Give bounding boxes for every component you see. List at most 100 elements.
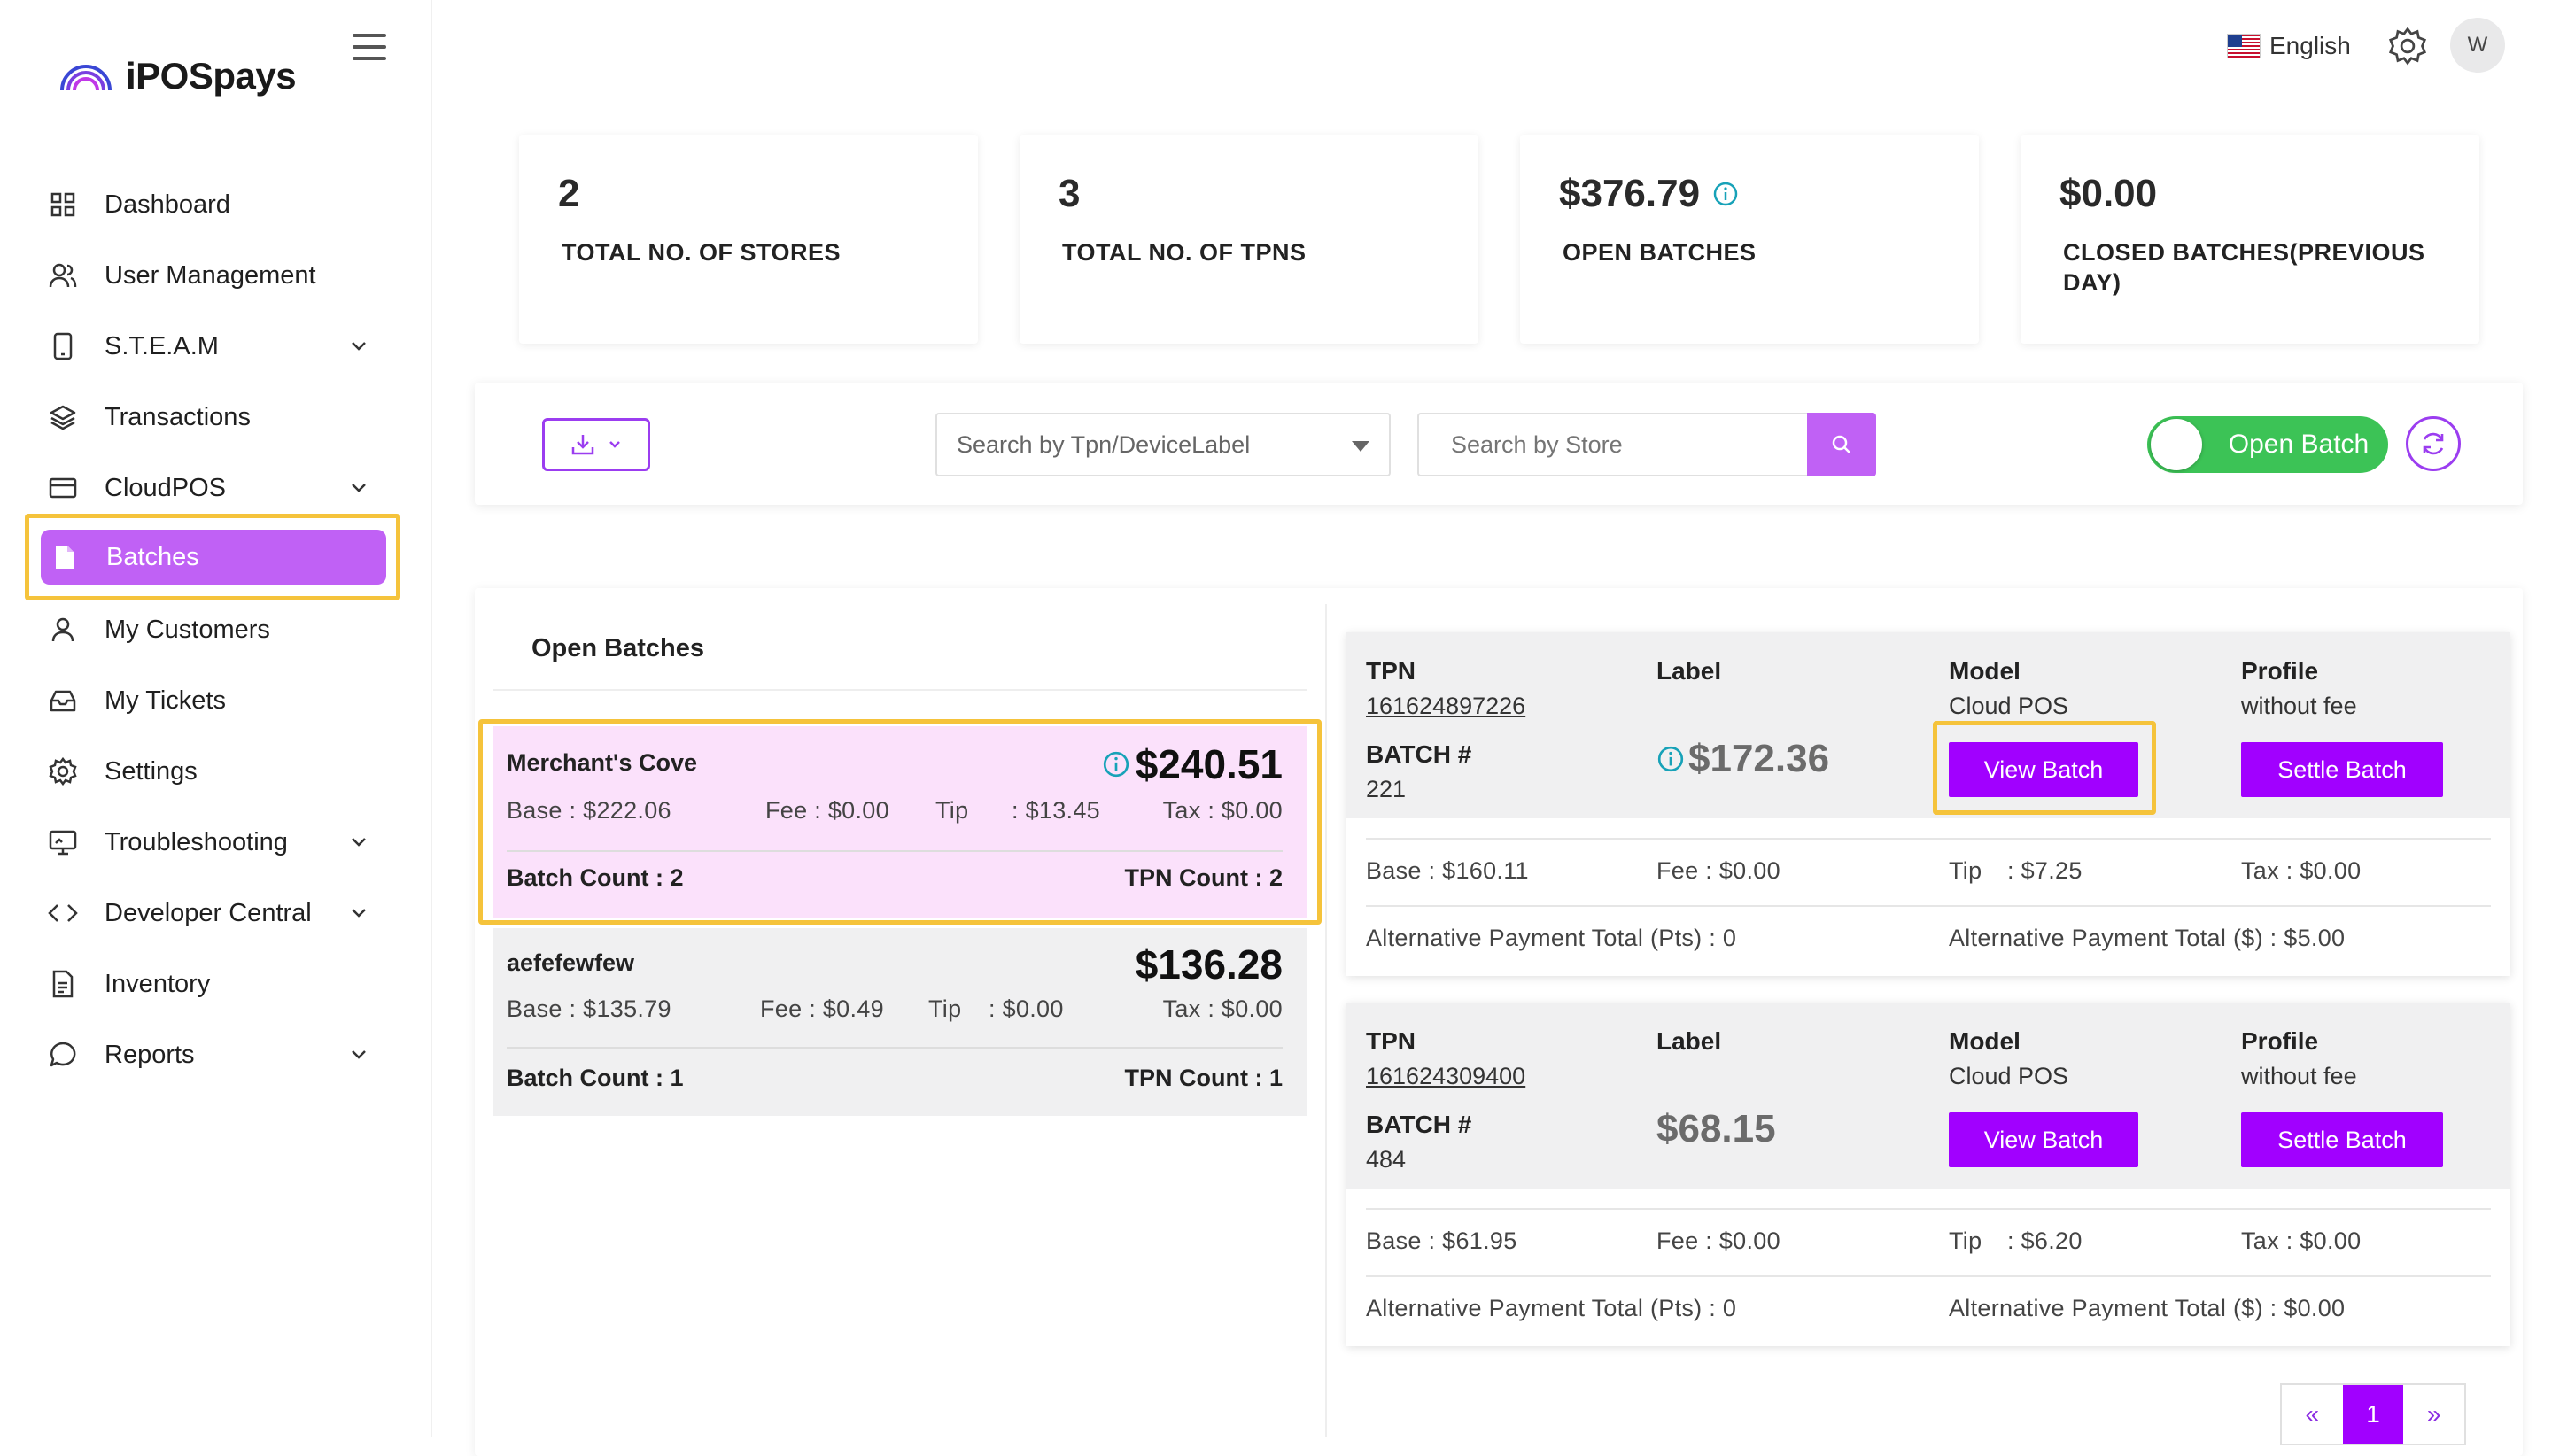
sidebar-item-label: Settings xyxy=(105,756,198,786)
sidebar-item-my-customers[interactable]: My Customers xyxy=(39,602,384,657)
tpn-heading: TPN xyxy=(1366,1027,1416,1055)
model-value: Cloud POS xyxy=(1949,693,2069,719)
info-icon[interactable] xyxy=(1102,750,1130,778)
tax-amount: Tax : $0.00 xyxy=(1162,797,1283,824)
stat-label: TOTAL NO. OF TPNS xyxy=(1062,239,1307,266)
alt-payment-usd: Alternative Payment Total ($) : $0.00 xyxy=(1949,1295,2346,1321)
highlight-selected-store xyxy=(478,719,1322,925)
sidebar-item-steam[interactable]: S.T.E.A.M xyxy=(39,319,384,374)
stat-value: $0.00 xyxy=(2059,172,2158,215)
store-batch-card-selected[interactable]: Merchant's Cove $240.51 Base : $222.06 F… xyxy=(493,726,1307,918)
view-batch-button[interactable]: View Batch xyxy=(1949,742,2138,797)
chevron-down-icon[interactable] xyxy=(345,900,372,926)
store-name: Merchant's Cove xyxy=(507,749,697,776)
tip-label: Tip xyxy=(928,995,962,1022)
pagination-page-1[interactable]: 1 xyxy=(2342,1385,2404,1444)
sidebar-item-label: Developer Central xyxy=(105,898,312,927)
store-search-input[interactable] xyxy=(1417,413,1807,476)
batch-amount: $172.36 xyxy=(1688,737,1830,780)
sidebar-item-transactions[interactable]: Transactions xyxy=(39,390,384,445)
fee-amount: Fee : $0.00 xyxy=(765,797,889,824)
toggle-label: Open Batch xyxy=(2228,430,2370,459)
open-batch-toggle[interactable]: Open Batch xyxy=(2147,416,2388,473)
batch-heading: BATCH # xyxy=(1366,1111,1472,1138)
panel-divider xyxy=(1325,604,1327,1437)
sidebar-item-developer-central[interactable]: Developer Central xyxy=(39,886,384,941)
settle-batch-button[interactable]: Settle Batch xyxy=(2241,742,2443,797)
tpn-device-select[interactable]: Search by Tpn/DeviceLabel xyxy=(935,413,1391,476)
sidebar-item-batches[interactable]: Batches xyxy=(41,530,386,585)
sidebar-item-troubleshooting[interactable]: Troubleshooting xyxy=(39,815,384,870)
stat-label: CLOSED BATCHES(PREVIOUS DAY) xyxy=(2063,239,2425,296)
sidebar: iPOSpays Dashboard User Management S.T.E… xyxy=(0,0,432,1437)
refresh-button[interactable] xyxy=(2406,416,2461,471)
tpn-number-link[interactable]: 161624309400 xyxy=(1366,1063,1526,1089)
model-heading: Model xyxy=(1949,657,2021,685)
divider xyxy=(507,1047,1283,1049)
sidebar-item-label: Dashboard xyxy=(105,190,230,219)
tpn-number-link[interactable]: 161624897226 xyxy=(1366,693,1526,719)
sidebar-item-inventory[interactable]: Inventory xyxy=(39,956,384,1011)
sidebar-item-label: User Management xyxy=(105,260,316,290)
store-name: aefefewfew xyxy=(507,949,635,976)
download-button[interactable] xyxy=(542,418,650,471)
sidebar-item-settings[interactable]: Settings xyxy=(39,744,384,799)
pagination-next[interactable]: » xyxy=(2426,1400,2441,1428)
logo[interactable]: iPOSpays xyxy=(58,50,297,103)
sidebar-item-label: Inventory xyxy=(105,969,211,998)
fee-amount: Fee : $0.00 xyxy=(1656,857,1780,884)
info-icon[interactable] xyxy=(1656,745,1685,773)
alt-payment-usd: Alternative Payment Total ($) : $5.00 xyxy=(1949,925,2346,951)
sidebar-item-cloudpos[interactable]: CloudPOS xyxy=(39,461,384,515)
batch-amount: $68.15 xyxy=(1656,1107,1776,1150)
pagination-prev[interactable]: « xyxy=(2305,1400,2320,1428)
grid-icon xyxy=(48,190,78,220)
refresh-icon xyxy=(2423,432,2444,455)
chevron-down-icon[interactable] xyxy=(345,829,372,856)
gear-icon xyxy=(48,756,78,786)
profile-value: without fee xyxy=(2241,693,2357,719)
sidebar-item-my-tickets[interactable]: My Tickets xyxy=(39,673,384,728)
stat-card-closed-batches: $0.00 CLOSED BATCHES(PREVIOUS DAY) xyxy=(2021,135,2479,344)
menu-toggle-icon[interactable] xyxy=(353,34,386,60)
batch-number: 221 xyxy=(1366,776,1407,802)
avatar[interactable]: W xyxy=(2450,18,2505,73)
sidebar-item-user-management[interactable]: User Management xyxy=(39,248,384,303)
sidebar-item-reports[interactable]: Reports xyxy=(39,1027,384,1082)
sidebar-item-label: My Tickets xyxy=(105,685,226,715)
profile-heading: Profile xyxy=(2241,1027,2319,1055)
fee-amount: Fee : $0.00 xyxy=(1656,1228,1780,1254)
profile-heading: Profile xyxy=(2241,657,2319,685)
chevron-down-icon[interactable] xyxy=(345,475,372,501)
view-batch-button[interactable]: View Batch xyxy=(1949,1112,2138,1167)
info-icon[interactable] xyxy=(1712,181,1739,207)
store-total: $240.51 xyxy=(1135,741,1283,787)
sidebar-item-label: My Customers xyxy=(105,615,270,644)
tip-label: Tip xyxy=(1949,1228,1982,1254)
code-icon xyxy=(48,898,78,928)
batch-number: 484 xyxy=(1366,1146,1407,1173)
alt-payment-pts: Alternative Payment Total (Pts) : 0 xyxy=(1366,1295,1737,1321)
rainbow-logo-icon xyxy=(60,65,112,91)
sidebar-item-label: Batches xyxy=(106,542,199,571)
us-flag-icon xyxy=(2227,34,2261,58)
tpn-count: TPN Count : 1 xyxy=(1124,1065,1283,1091)
chevron-down-icon xyxy=(609,441,620,448)
language-selector[interactable]: English xyxy=(2227,27,2351,66)
tip-label: Tip xyxy=(935,797,969,824)
settings-gear-icon[interactable] xyxy=(2388,27,2427,66)
store-batch-card[interactable]: aefefewfew $136.28 Base : $135.79 Fee : … xyxy=(493,928,1307,1116)
language-label: English xyxy=(2269,32,2351,59)
stat-value-wrap: $376.79 xyxy=(1559,172,1739,216)
sidebar-item-dashboard[interactable]: Dashboard xyxy=(39,177,384,232)
download-icon xyxy=(571,435,594,455)
settle-batch-button[interactable]: Settle Batch xyxy=(2241,1112,2443,1167)
search-button[interactable] xyxy=(1807,413,1876,476)
chevron-down-icon[interactable] xyxy=(345,333,372,360)
inbox-icon xyxy=(48,685,78,716)
search-icon xyxy=(1832,435,1850,453)
chevron-down-icon[interactable] xyxy=(345,1042,372,1068)
stat-card-stores: 2 TOTAL NO. OF STORES xyxy=(519,135,978,344)
caret-down-icon xyxy=(1352,441,1369,452)
divider xyxy=(493,689,1307,691)
